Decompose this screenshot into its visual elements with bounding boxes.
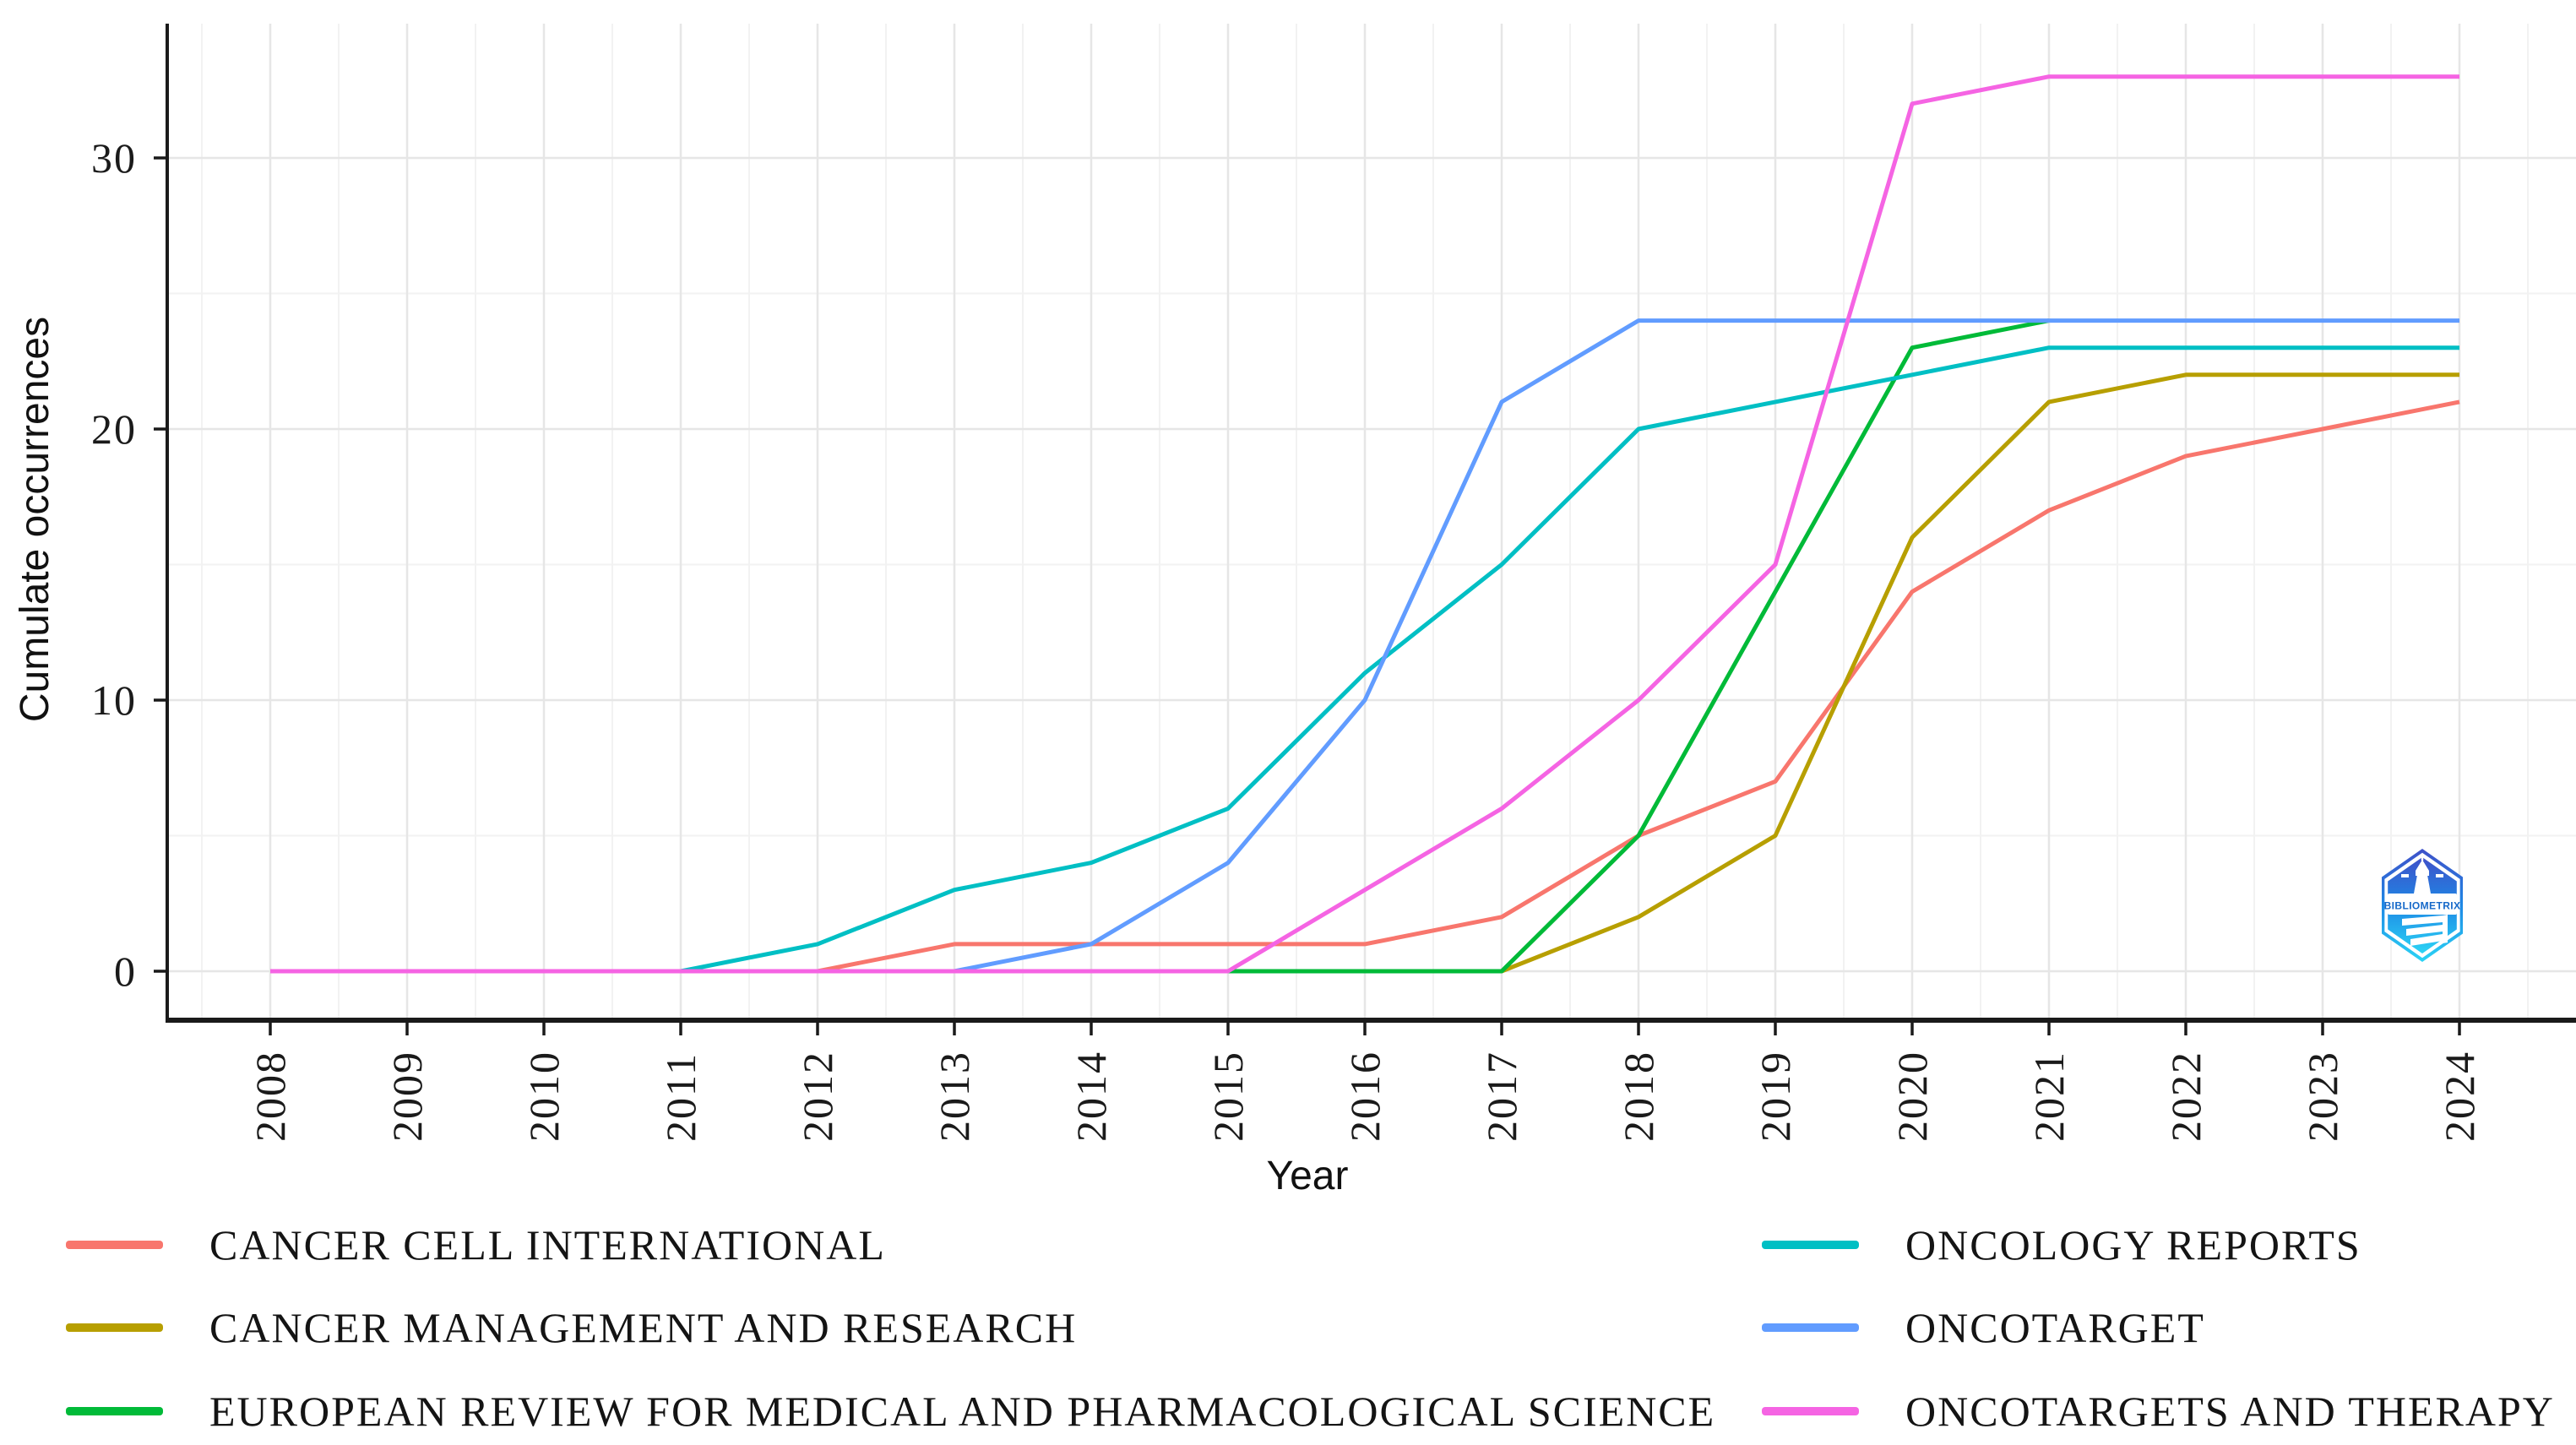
- y-tick-label: 10: [91, 676, 137, 724]
- legend-key-oncotargets-and-therapy: [1762, 1407, 1859, 1415]
- legend-key-oncotarget: [1762, 1323, 1859, 1332]
- chart-legend: CANCER CELL INTERNATIONAL CANCER MANAGEM…: [0, 1203, 2576, 1445]
- x-tick-label: 2018: [1615, 1051, 1662, 1142]
- legend-item-oncotargets-and-therapy: ONCOTARGETS AND THERAPY: [1762, 1386, 2555, 1437]
- x-tick-label: 2024: [2436, 1051, 2483, 1142]
- x-tick-label: 2008: [247, 1051, 294, 1142]
- y-tick-label: 20: [91, 405, 137, 453]
- x-tick-label: 2011: [657, 1052, 704, 1142]
- x-tick-label: 2023: [2299, 1051, 2346, 1142]
- x-tick-label: 2022: [2162, 1051, 2209, 1142]
- lighthouse-icon: [2401, 855, 2448, 946]
- legend-key-european-review: [66, 1407, 163, 1415]
- y-axis-title: Cumulate occurrences: [13, 317, 57, 722]
- y-tick-label: 30: [91, 134, 137, 182]
- y-tick-label: 0: [114, 948, 137, 995]
- legend-key-cancer-cell-international: [66, 1241, 163, 1249]
- logo-band: [2388, 894, 2457, 915]
- legend-item-oncotarget: ONCOTARGET: [1762, 1302, 2205, 1353]
- legend-item-cancer-management-and-research: CANCER MANAGEMENT AND RESEARCH: [66, 1302, 1077, 1353]
- x-tick-label: 2015: [1204, 1051, 1252, 1142]
- x-axis-title: Year: [1267, 1154, 1349, 1198]
- line-chart: 2008 2009 2010 2011 2012 2013 2014 2015 2016 2017…: [13, 24, 2576, 1198]
- series-line-oncotargets-and-therapy: [270, 74, 2459, 974]
- x-tick-label: 2017: [1478, 1051, 1525, 1142]
- legend-item-oncology-reports: ONCOLOGY REPORTS: [1762, 1220, 2361, 1270]
- legend-label: ONCOLOGY REPORTS: [1905, 1221, 2361, 1268]
- legend-label: EUROPEAN REVIEW FOR MEDICAL AND PHARMACO…: [209, 1388, 1716, 1435]
- x-tick-label: 2019: [1752, 1051, 1799, 1142]
- x-tick-label: 2021: [2025, 1051, 2073, 1142]
- x-tick-label: 2016: [1341, 1051, 1389, 1142]
- legend-item-cancer-cell-international: CANCER CELL INTERNATIONAL: [66, 1220, 886, 1270]
- bibliometrix-logo: BIBLIOMETRIX: [2382, 849, 2463, 962]
- x-tick-label: 2014: [1068, 1051, 1115, 1142]
- legend-key-cancer-management-and-research: [66, 1323, 163, 1332]
- legend-label: CANCER MANAGEMENT AND RESEARCH: [209, 1304, 1078, 1351]
- legend-key-oncology-reports: [1762, 1241, 1859, 1249]
- x-tick-label: 2009: [383, 1051, 431, 1142]
- legend-item-european-review: EUROPEAN REVIEW FOR MEDICAL AND PHARMACO…: [66, 1386, 1715, 1437]
- legend-label: ONCOTARGET: [1905, 1304, 2205, 1351]
- legend-label: CANCER CELL INTERNATIONAL: [209, 1221, 886, 1268]
- logo-text: BIBLIOMETRIX: [2384, 900, 2461, 912]
- x-tick-label: 2020: [1889, 1051, 1936, 1142]
- x-tick-label: 2013: [931, 1051, 978, 1142]
- x-tick-label: 2010: [520, 1051, 568, 1142]
- plot-area: 2008 2009 2010 2011 2012 2013 2014 2015 2016 2017…: [91, 24, 2576, 1142]
- x-tick-label: 2012: [794, 1051, 841, 1142]
- legend-label: ONCOTARGETS AND THERAPY: [1905, 1388, 2555, 1435]
